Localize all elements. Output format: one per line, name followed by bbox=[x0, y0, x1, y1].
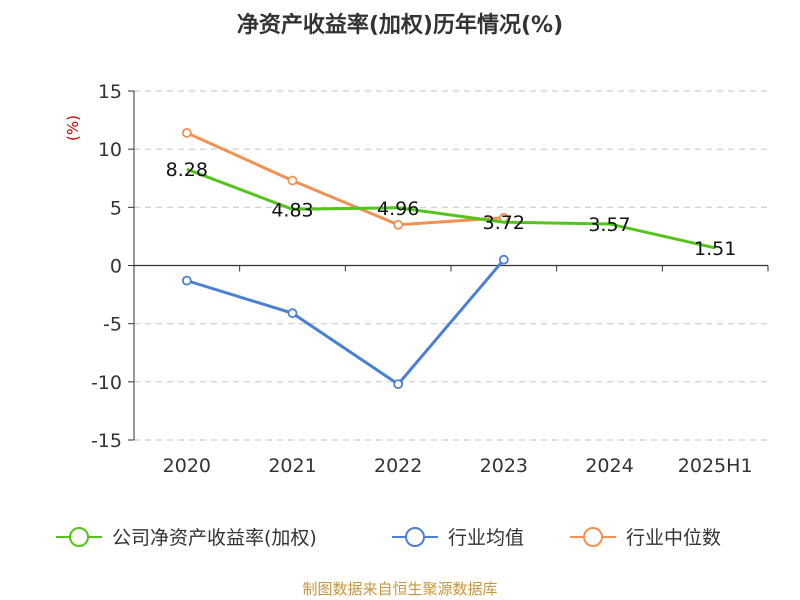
y-tick-label: -10 bbox=[91, 372, 122, 394]
series-line bbox=[186, 167, 716, 250]
legend-label: 公司净资产收益率(加权) bbox=[112, 527, 317, 549]
x-tick-label: 2025H1 bbox=[678, 455, 753, 477]
x-tick-label: 2024 bbox=[585, 455, 633, 477]
series-point bbox=[287, 308, 298, 319]
legend-circle-icon bbox=[405, 527, 425, 547]
data-label: 1.51 bbox=[694, 238, 736, 260]
y-tick-label: 15 bbox=[98, 81, 122, 103]
chart-title: 净资产收益率(加权)历年情况(%) bbox=[237, 12, 563, 38]
x-tick-label: 2020 bbox=[163, 455, 211, 477]
y-tick-label: -15 bbox=[91, 430, 122, 452]
legend[interactable]: 公司净资产收益率(加权) 行业均值 行业中位数 bbox=[56, 527, 721, 549]
x-tick-label: 2022 bbox=[374, 455, 422, 477]
legend-item[interactable]: 公司净资产收益率(加权) bbox=[56, 527, 317, 549]
series-point bbox=[181, 127, 192, 138]
series-point bbox=[393, 219, 404, 230]
legend-label: 行业均值 bbox=[448, 527, 524, 549]
data-labels: 8.28 4.83 4.96 3.72 3.57 1.51 bbox=[166, 159, 737, 260]
source-caption: 制图数据来自恒生聚源数据库 bbox=[302, 580, 497, 598]
legend-label: 行业中位数 bbox=[626, 527, 721, 549]
y-tick-label: 10 bbox=[98, 139, 122, 161]
legend-circle-icon bbox=[583, 527, 603, 547]
y-tick-labels: 15 10 5 0 -5 -10 -15 bbox=[91, 81, 122, 452]
x-tick-label: 2021 bbox=[268, 455, 316, 477]
data-label: 8.28 bbox=[166, 159, 208, 181]
y-axis-label: (%) bbox=[64, 115, 82, 141]
series-line bbox=[186, 258, 505, 386]
data-label: 4.96 bbox=[377, 198, 419, 220]
series-point bbox=[393, 379, 404, 390]
data-label: 3.57 bbox=[588, 214, 630, 236]
data-label: 4.83 bbox=[271, 199, 313, 221]
legend-item[interactable]: 行业均值 bbox=[392, 527, 524, 549]
legend-item[interactable]: 行业中位数 bbox=[570, 527, 721, 549]
series-point bbox=[498, 254, 509, 265]
axes bbox=[128, 90, 769, 441]
legend-circle-icon bbox=[69, 527, 89, 547]
x-tick-labels: 2020 2021 2022 2023 2024 2025H1 bbox=[163, 455, 753, 477]
series-line bbox=[186, 131, 504, 227]
data-label: 3.72 bbox=[483, 212, 525, 234]
y-tick-label: -5 bbox=[103, 314, 122, 336]
y-tick-label: 5 bbox=[110, 197, 122, 219]
series-point bbox=[181, 275, 192, 286]
x-tick-label: 2023 bbox=[480, 455, 528, 477]
series-point bbox=[287, 175, 298, 186]
y-tick-label: 0 bbox=[110, 256, 122, 278]
series-lines bbox=[181, 127, 716, 390]
grid-lines bbox=[134, 90, 768, 441]
